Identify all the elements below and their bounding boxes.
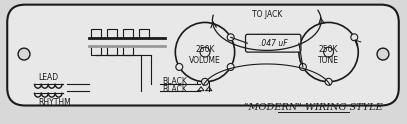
Text: LEAD: LEAD bbox=[38, 73, 58, 82]
Circle shape bbox=[324, 47, 333, 57]
Circle shape bbox=[227, 34, 234, 41]
FancyBboxPatch shape bbox=[7, 5, 399, 106]
Bar bbox=[91, 46, 101, 55]
Circle shape bbox=[227, 63, 234, 70]
Bar bbox=[123, 29, 133, 38]
Circle shape bbox=[325, 78, 332, 85]
Text: .047 uF: .047 uF bbox=[259, 39, 287, 48]
Text: 250K
TONE: 250K TONE bbox=[318, 45, 339, 65]
Bar bbox=[91, 29, 101, 38]
Text: 250K
VOLUME: 250K VOLUME bbox=[189, 45, 221, 65]
Circle shape bbox=[201, 78, 208, 85]
Text: "MODERN" WIRING STYLE: "MODERN" WIRING STYLE bbox=[244, 103, 383, 112]
Circle shape bbox=[377, 48, 389, 60]
Text: TO JACK: TO JACK bbox=[252, 10, 282, 19]
Bar bbox=[139, 29, 149, 38]
Circle shape bbox=[351, 34, 358, 41]
Circle shape bbox=[200, 47, 210, 57]
Text: BLACK: BLACK bbox=[162, 85, 187, 94]
Circle shape bbox=[175, 22, 235, 82]
Bar bbox=[107, 29, 117, 38]
Bar bbox=[123, 46, 133, 55]
Circle shape bbox=[299, 22, 358, 82]
Bar bbox=[107, 46, 117, 55]
Circle shape bbox=[176, 63, 183, 70]
Circle shape bbox=[300, 63, 306, 70]
Text: BLACK: BLACK bbox=[162, 77, 187, 86]
FancyBboxPatch shape bbox=[245, 34, 301, 52]
Text: RHYTHM: RHYTHM bbox=[38, 98, 71, 107]
Circle shape bbox=[18, 48, 30, 60]
